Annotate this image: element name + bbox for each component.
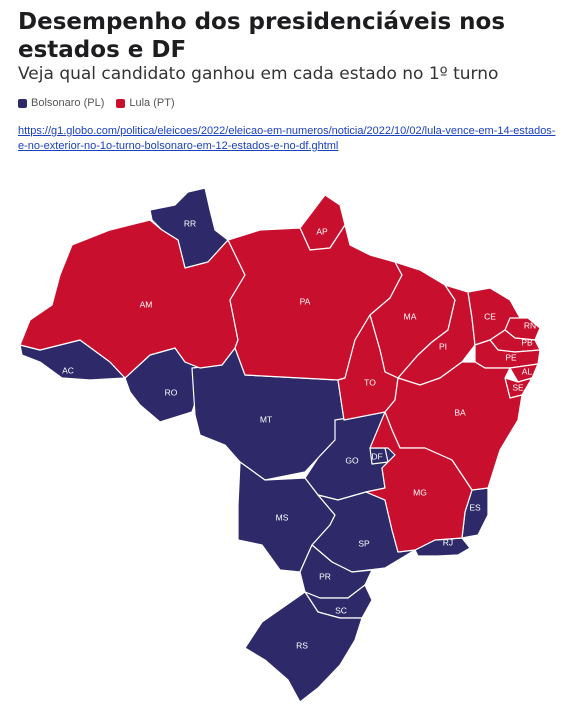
state-label-rj: RJ xyxy=(443,537,453,547)
state-label-es: ES xyxy=(469,502,481,512)
state-label-pi: PI xyxy=(439,341,447,351)
state-label-ma: MA xyxy=(404,311,417,321)
state-label-go: GO xyxy=(345,455,359,465)
state-label-rn: RN xyxy=(524,320,536,330)
state-label-pa: PA xyxy=(300,296,311,306)
legend-item-lula: Lula (PT) xyxy=(116,97,175,109)
state-label-ro: RO xyxy=(165,387,178,397)
state-label-se: SE xyxy=(512,382,524,392)
legend-label-lula: Lula (PT) xyxy=(129,97,175,109)
state-label-am: AM xyxy=(140,299,153,309)
legend-swatch-bolsonaro xyxy=(18,98,27,108)
state-label-rr: RR xyxy=(184,218,196,228)
state-label-ac: AC xyxy=(62,365,74,375)
legend-item-bolsonaro: Bolsonaro (PL) xyxy=(18,97,104,109)
state-label-pb: PB xyxy=(521,337,533,347)
state-label-ap: AP xyxy=(316,226,328,236)
state-label-mg: MG xyxy=(413,487,427,497)
legend-swatch-lula xyxy=(116,98,126,108)
state-label-sc: SC xyxy=(335,605,347,615)
state-label-mt: MT xyxy=(260,414,272,424)
state-label-ba: BA xyxy=(454,407,466,417)
state-label-sp: SP xyxy=(358,538,370,548)
source-link[interactable]: https://g1.globo.com/politica/eleicoes/2… xyxy=(18,125,556,152)
legend-label-bolsonaro: Bolsonaro (PL) xyxy=(31,97,105,109)
state-label-ce: CE xyxy=(484,311,496,321)
page-title: Desempenho dos presidenciáveis nos estad… xyxy=(18,9,506,63)
state-label-al: AL xyxy=(522,366,533,376)
legend: Bolsonaro (PL) Lula (PT) xyxy=(18,97,175,109)
state-label-df: DF xyxy=(371,451,382,461)
state-label-pe: PE xyxy=(505,352,517,362)
page-subtitle: Veja qual candidato ganhou em cada estad… xyxy=(18,64,499,84)
state-label-ms: MS xyxy=(276,512,289,522)
state-label-pr: PR xyxy=(319,571,331,581)
state-rs[interactable] xyxy=(244,591,363,703)
state-labels: RR AP AM PA MA CE RN PB PE PI AL SE AC R… xyxy=(62,218,536,650)
state-label-rs: RS xyxy=(296,640,308,650)
state-label-to: TO xyxy=(364,377,376,387)
state-mg[interactable] xyxy=(365,411,473,553)
